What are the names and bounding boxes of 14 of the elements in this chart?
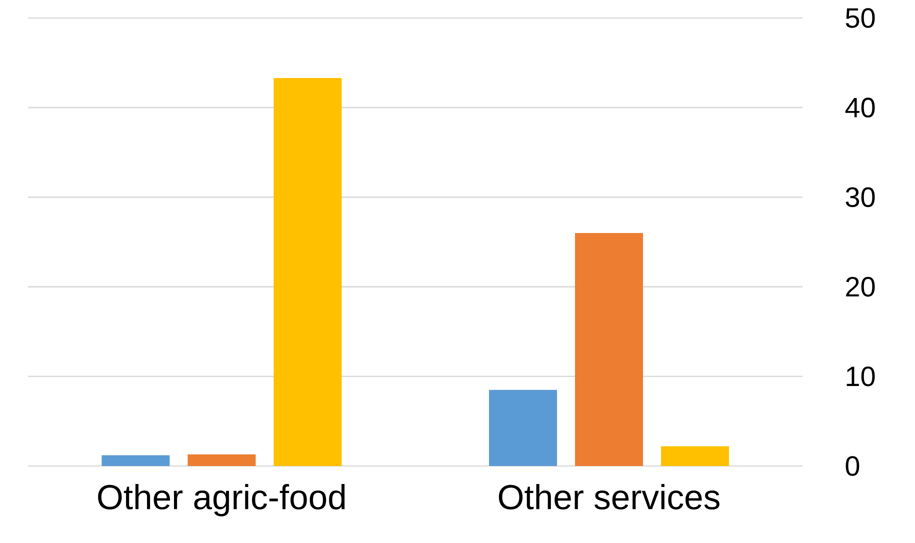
x-tick-label: Other agric-food: [98, 484, 345, 516]
bar: [575, 233, 643, 466]
y-tick-label: 50: [846, 8, 875, 28]
y-tick-label: 40: [845, 98, 875, 118]
y-tick-label: 0: [846, 456, 860, 476]
y-tick-label: 30: [846, 187, 875, 208]
bar: [489, 390, 557, 466]
x-tick-label: Other services: [498, 484, 720, 510]
bar: [188, 454, 256, 466]
bar: [660, 446, 729, 466]
bar: [274, 78, 342, 466]
y-tick-label: 20: [846, 276, 875, 297]
bar: [102, 455, 170, 466]
y-tick-label: 10: [846, 366, 875, 386]
